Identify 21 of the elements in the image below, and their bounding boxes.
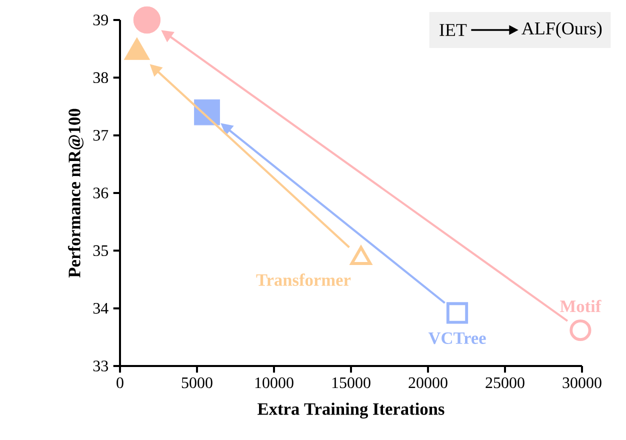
y-tick-label: 35 — [93, 245, 108, 256]
series-label: VCTree — [428, 332, 486, 344]
x-tick-label: 30000 — [562, 377, 602, 388]
y-tick-label: 37 — [93, 130, 108, 141]
y-tick-label: 34 — [93, 302, 108, 314]
y-tick-label: 39 — [93, 14, 108, 26]
y-tick-label: 36 — [93, 188, 108, 198]
y-axis-title: Performance mR@100 — [68, 108, 84, 278]
x-axis-title: Extra Training Iterations — [258, 402, 444, 419]
x-tick-label: 10000 — [255, 377, 294, 388]
series-label: Motif — [560, 300, 602, 312]
annotation: IET — [440, 24, 467, 36]
x-tick-label: 15000 — [332, 377, 370, 388]
x-tick-label: 5000 — [182, 377, 212, 388]
y-tick-label: 33 — [93, 360, 108, 372]
y-tick-label: 38 — [93, 72, 108, 84]
x-tick-label: 25000 — [486, 377, 524, 388]
annotation: ALF(Ours) — [522, 22, 602, 38]
x-tick-label: 0 — [116, 377, 124, 388]
series-label: Transformer — [256, 274, 351, 286]
x-tick-label: 20000 — [408, 377, 448, 388]
